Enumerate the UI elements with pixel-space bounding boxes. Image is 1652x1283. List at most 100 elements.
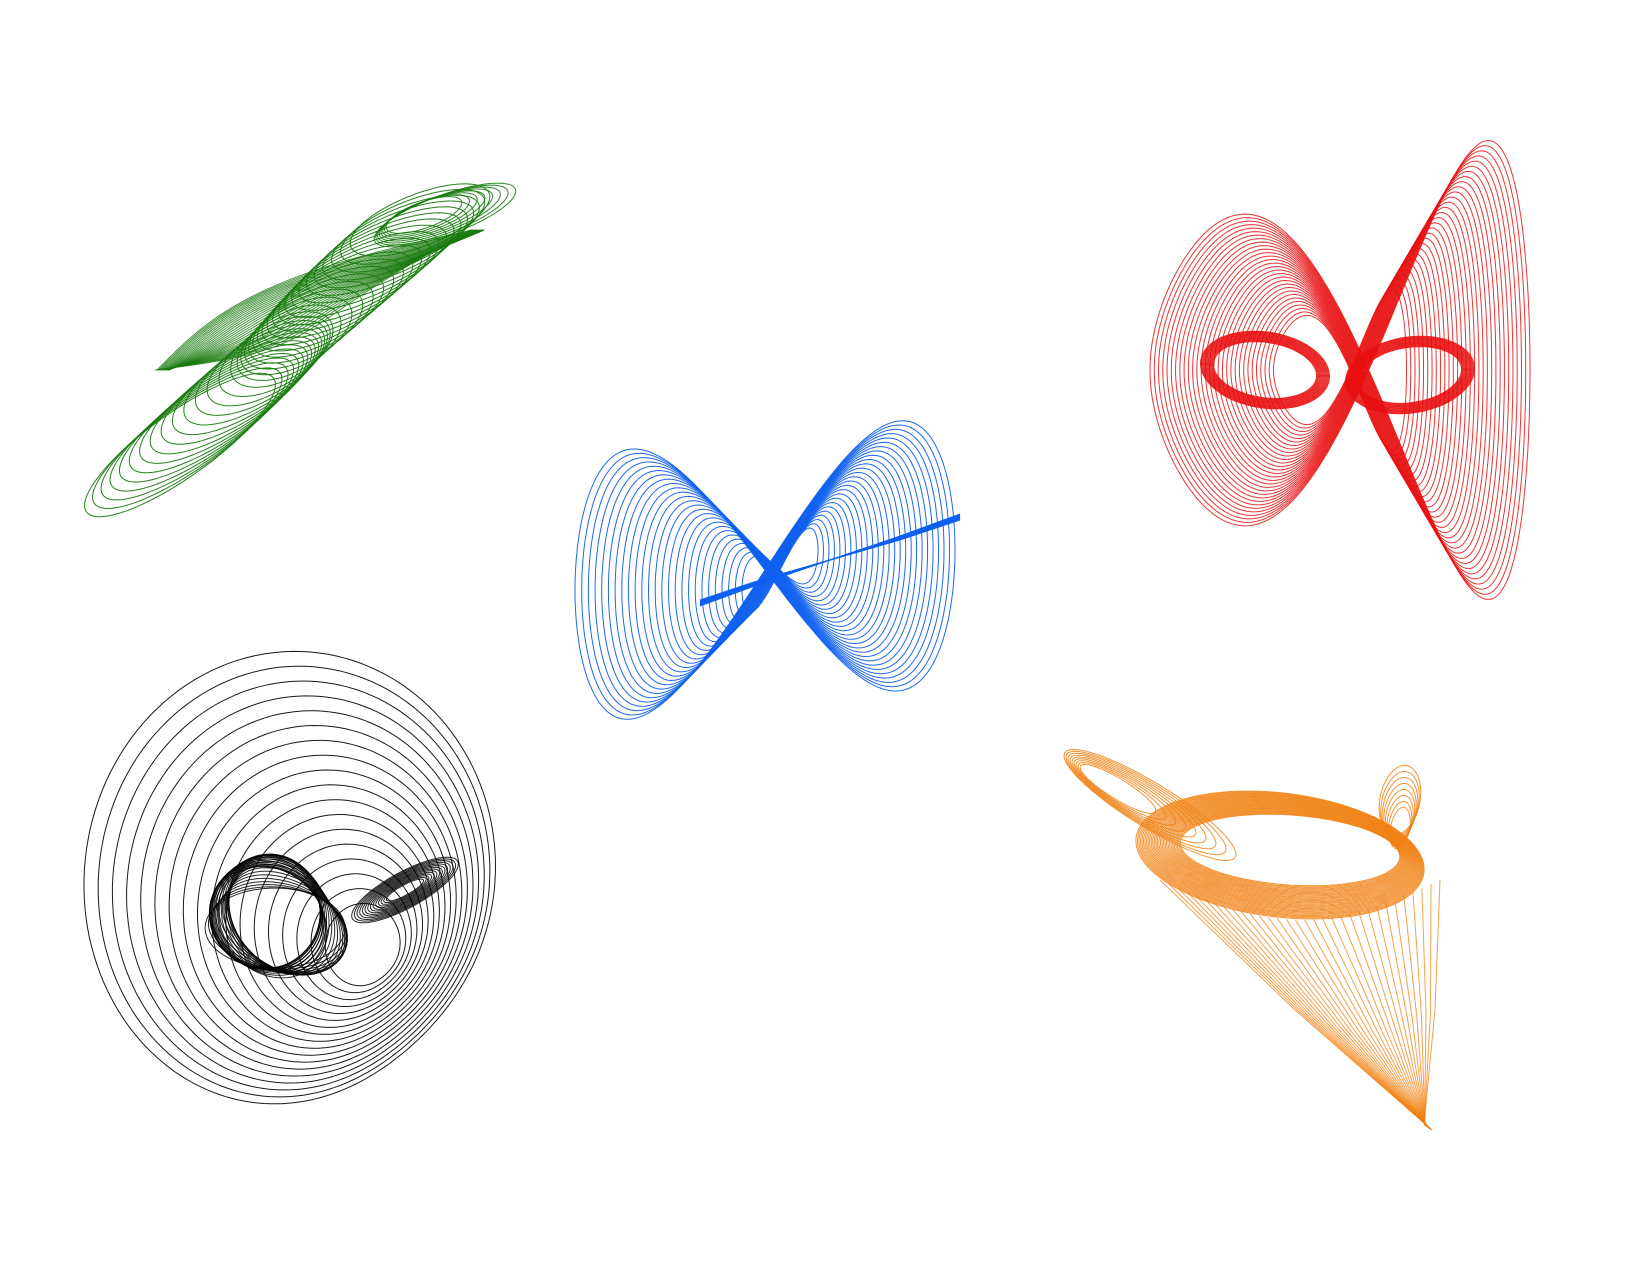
red-mask-loop xyxy=(1175,170,1505,570)
orange-tail-strand xyxy=(1240,911,1431,1129)
blue-lobe-loop xyxy=(741,527,819,613)
orange-ring-loop xyxy=(1140,793,1423,916)
green-strand xyxy=(166,229,482,371)
orange-tail-strand xyxy=(1394,899,1426,1126)
red-mask-loop xyxy=(1204,206,1476,534)
orange-ring-loop xyxy=(1166,806,1408,897)
red-mask-loop xyxy=(1196,196,1484,544)
green-strand xyxy=(160,229,477,371)
black-leaf-loop xyxy=(380,875,430,905)
orange-ring-loop xyxy=(1138,792,1423,918)
orange-flare-loop xyxy=(1071,756,1197,838)
red-left-eye-rim xyxy=(1212,341,1318,399)
red-right-eye-rim xyxy=(1345,335,1475,415)
orange-tail-strand xyxy=(1276,918,1429,1129)
orange-ribbon-figure xyxy=(1063,749,1441,1131)
orange-tail-strand xyxy=(1267,917,1430,1129)
black-knot-loop xyxy=(209,863,324,972)
green-tip-loop xyxy=(378,188,494,242)
green-strand xyxy=(156,229,473,371)
red-left-eye-rim xyxy=(1201,331,1329,409)
red-left-eye-rim xyxy=(1202,332,1328,408)
orange-tail-strand xyxy=(1231,908,1431,1130)
red-right-eye-rim xyxy=(1346,336,1474,414)
orange-ring-loop xyxy=(1158,802,1412,903)
orange-tail-strand xyxy=(1186,891,1432,1130)
black-outer-loop xyxy=(211,784,446,1042)
black-leaf-loop xyxy=(351,856,459,924)
green-tip-loop xyxy=(380,190,486,240)
black-ribbon-figure xyxy=(83,650,496,1105)
blue-waist-strand xyxy=(699,513,961,607)
black-outer-loop xyxy=(253,828,429,1021)
red-mask-loop xyxy=(1238,248,1442,492)
black-leaf-loop xyxy=(356,860,454,920)
orange-ring-loop xyxy=(1135,790,1425,920)
orange-ring-loop xyxy=(1146,796,1419,912)
red-right-eye-rim xyxy=(1352,341,1468,409)
black-outer-loop xyxy=(168,739,463,1063)
orange-tail-strand xyxy=(1376,905,1427,1127)
green-strand xyxy=(165,229,481,371)
red-right-eye-rim xyxy=(1356,345,1464,405)
orange-ring-loop xyxy=(1153,800,1415,906)
red-mask-loop xyxy=(1243,253,1437,487)
red-mask-loop xyxy=(1226,232,1454,508)
black-leaf-loop xyxy=(369,868,441,912)
orange-flare-loop xyxy=(1075,760,1177,826)
orange-ring-loop xyxy=(1178,813,1402,888)
orange-tail-strand xyxy=(1385,902,1426,1127)
orange-right-flare-loop xyxy=(1380,771,1420,837)
black-outer-loop xyxy=(126,695,480,1084)
orange-ring-loop xyxy=(1155,801,1414,905)
black-leaf-loop xyxy=(385,878,425,902)
red-left-eye-rim xyxy=(1207,336,1323,404)
black-outer-loop xyxy=(140,710,474,1077)
green-ribbon-figure xyxy=(84,182,517,518)
orange-tail-strand xyxy=(1304,919,1429,1128)
red-left-eye-rim xyxy=(1203,333,1327,407)
orange-right-flare-loop xyxy=(1381,777,1419,839)
orange-tail-strand xyxy=(1412,891,1426,1126)
black-leaf-loop xyxy=(361,863,449,917)
black-knot-loop xyxy=(208,861,323,971)
orange-ring-loop xyxy=(1172,809,1405,892)
black-outer-loop xyxy=(197,769,452,1049)
orange-tail-strand xyxy=(1340,915,1428,1127)
black-outer-loop xyxy=(225,799,440,1035)
red-mask-loop xyxy=(1260,273,1420,467)
orange-ring-loop xyxy=(1161,804,1411,900)
red-mask-loop xyxy=(1217,222,1463,518)
black-knot-loop xyxy=(211,864,325,974)
green-loop xyxy=(160,336,316,445)
orange-right-flare-loop xyxy=(1378,765,1422,835)
orange-ring-loop xyxy=(1176,812,1402,889)
green-tip-loop xyxy=(385,196,463,234)
orange-tail-strand xyxy=(1213,902,1431,1130)
red-mask-loop xyxy=(1221,227,1459,513)
orange-tail-strand xyxy=(1204,899,1432,1130)
black-outer-loop xyxy=(111,680,485,1091)
orange-ring-loop xyxy=(1164,805,1409,898)
green-loop xyxy=(206,320,328,407)
red-left-eye-rim xyxy=(1209,338,1321,402)
black-outer-loop xyxy=(83,650,496,1105)
red-left-eye-rim xyxy=(1206,335,1324,405)
black-leaf-loop xyxy=(372,870,438,910)
red-mask-loop xyxy=(1149,140,1531,600)
green-tip-loop xyxy=(375,184,509,246)
orange-tail-strand xyxy=(1358,911,1427,1127)
red-left-eye-rim xyxy=(1208,337,1322,403)
red-left-eye-rim xyxy=(1204,333,1326,407)
orange-tail-strand xyxy=(1286,919,1429,1128)
orange-right-flare-loop xyxy=(1384,788,1416,844)
orange-flare-loop xyxy=(1069,754,1207,844)
orange-tail-strand xyxy=(1403,895,1426,1126)
green-strand xyxy=(168,229,485,371)
black-leaf-loop xyxy=(359,861,451,919)
red-right-eye-rim xyxy=(1354,343,1466,407)
red-mask-loop xyxy=(1187,186,1493,554)
green-strand xyxy=(167,229,483,371)
orange-right-flare-loop xyxy=(1389,806,1411,850)
